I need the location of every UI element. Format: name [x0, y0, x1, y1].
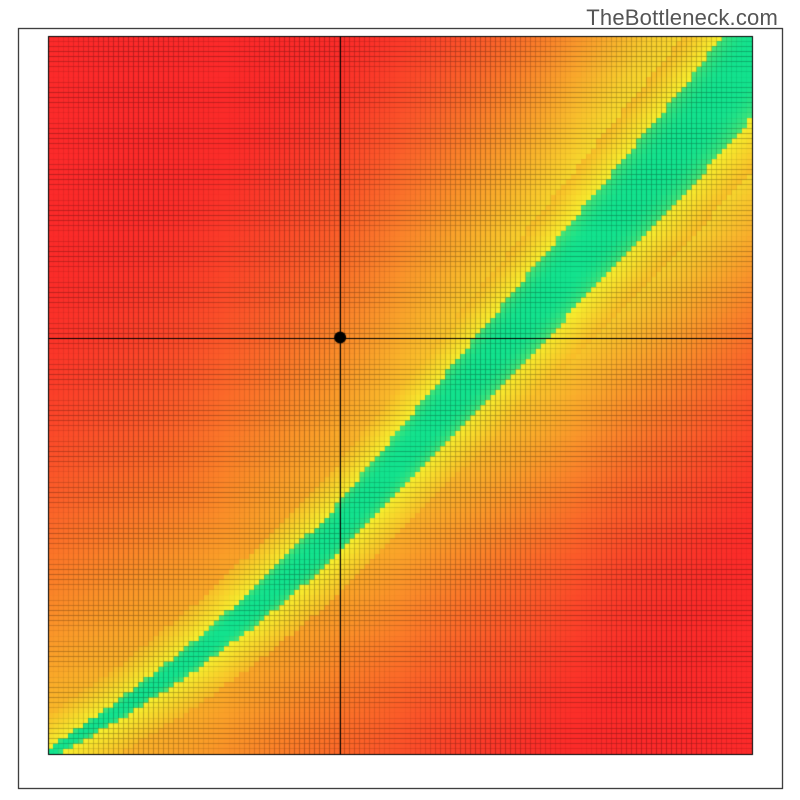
heatmap-canvas: [0, 0, 800, 800]
watermark-text: TheBottleneck.com: [586, 5, 778, 31]
chart-container: TheBottleneck.com: [0, 0, 800, 800]
